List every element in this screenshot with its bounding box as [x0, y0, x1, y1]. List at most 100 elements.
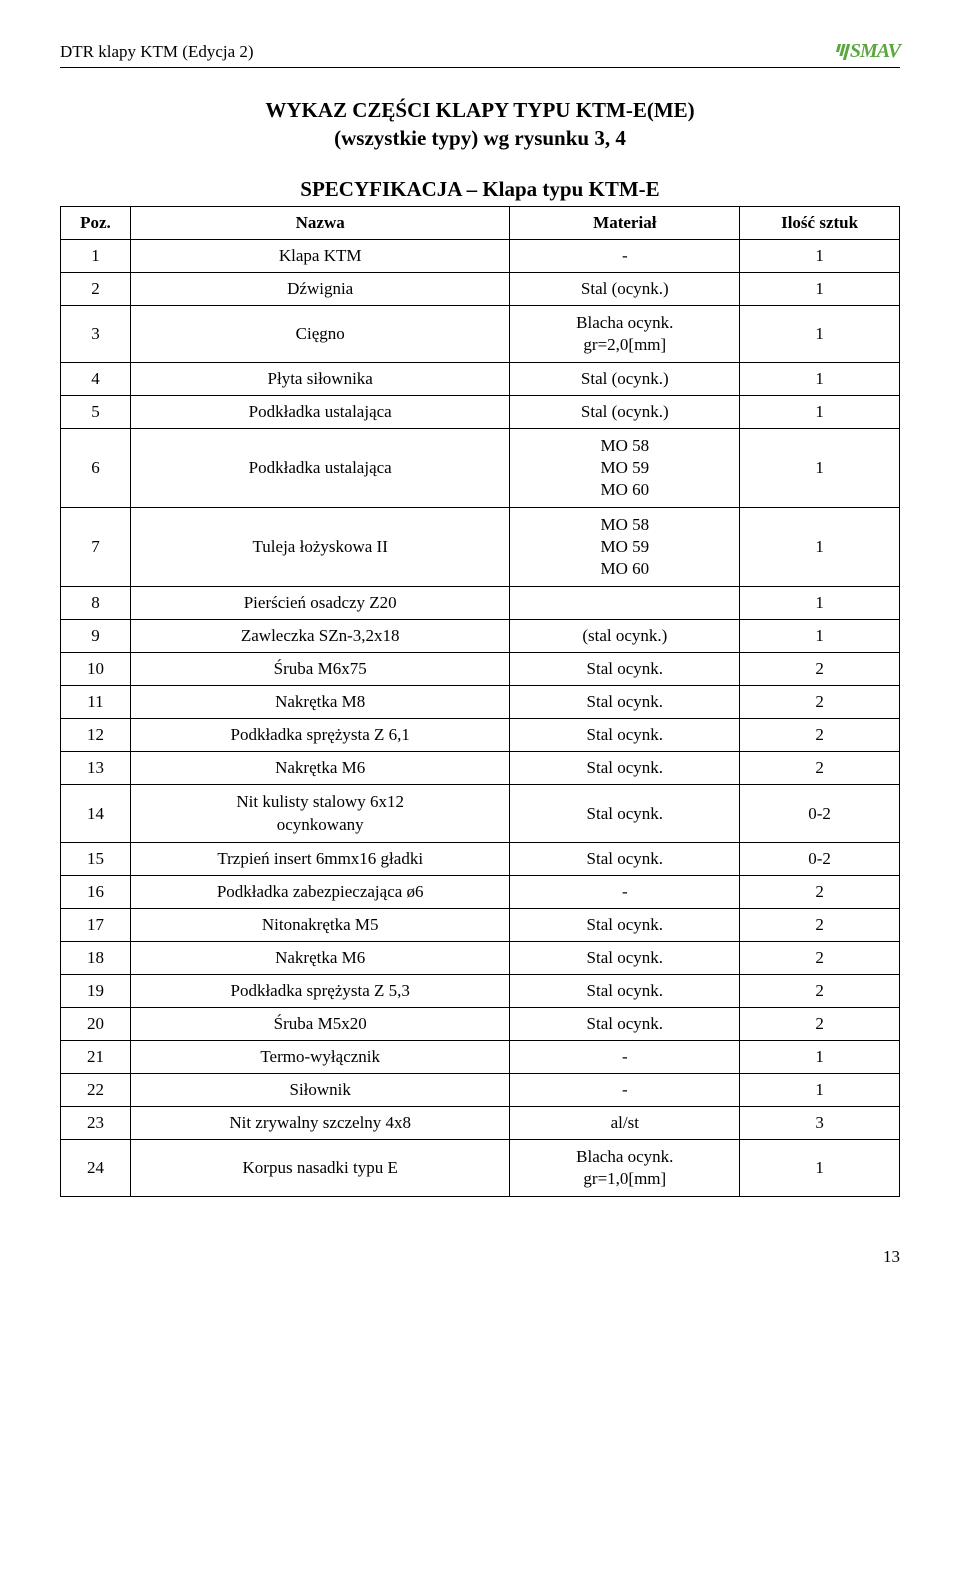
cell-qty: 2 — [740, 719, 900, 752]
cell-qty: 3 — [740, 1106, 900, 1139]
cell-poz: 3 — [61, 305, 131, 362]
cell-material: Stal ocynk. — [510, 908, 740, 941]
cell-nazwa: Korpus nasadki typu E — [130, 1139, 509, 1196]
cell-material: MO 58 MO 59 MO 60 — [510, 508, 740, 587]
cell-qty: 1 — [740, 428, 900, 507]
cell-nazwa: Nakrętka M8 — [130, 686, 509, 719]
cell-nazwa: Tuleja łożyskowa II — [130, 508, 509, 587]
col-nazwa: Nazwa — [130, 206, 509, 239]
cell-material: Stal ocynk. — [510, 719, 740, 752]
cell-qty: 2 — [740, 752, 900, 785]
cell-material: Stal ocynk. — [510, 785, 740, 842]
page-header: DTR klapy KTM (Edycja 2) SMAV — [60, 40, 900, 63]
cell-material: Stal (ocynk.) — [510, 362, 740, 395]
cell-qty: 1 — [740, 1139, 900, 1196]
cell-poz: 4 — [61, 362, 131, 395]
cell-material: - — [510, 875, 740, 908]
cell-poz: 23 — [61, 1106, 131, 1139]
cell-poz: 24 — [61, 1139, 131, 1196]
cell-nazwa: Trzpień insert 6mmx16 gładki — [130, 842, 509, 875]
cell-material: al/st — [510, 1106, 740, 1139]
parts-table: Poz. Nazwa Materiał Ilość sztuk 1Klapa K… — [60, 206, 900, 1197]
cell-poz: 10 — [61, 653, 131, 686]
table-row: 2DźwigniaStal (ocynk.)1 — [61, 272, 900, 305]
cell-qty: 2 — [740, 974, 900, 1007]
cell-nazwa: Śruba M6x75 — [130, 653, 509, 686]
cell-qty: 1 — [740, 508, 900, 587]
cell-poz: 13 — [61, 752, 131, 785]
cell-poz: 16 — [61, 875, 131, 908]
col-ilosc: Ilość sztuk — [740, 206, 900, 239]
cell-nazwa: Zawleczka SZn-3,2x18 — [130, 620, 509, 653]
table-row: 20Śruba M5x20Stal ocynk.2 — [61, 1007, 900, 1040]
cell-qty: 1 — [740, 272, 900, 305]
cell-poz: 19 — [61, 974, 131, 1007]
cell-nazwa: Dźwignia — [130, 272, 509, 305]
cell-nazwa: Nit zrywalny szczelny 4x8 — [130, 1106, 509, 1139]
cell-material: Stal ocynk. — [510, 686, 740, 719]
cell-qty: 1 — [740, 362, 900, 395]
doc-title: DTR klapy KTM (Edycja 2) — [60, 42, 254, 62]
col-poz: Poz. — [61, 206, 131, 239]
cell-material: Stal ocynk. — [510, 752, 740, 785]
cell-nazwa: Podkładka sprężysta Z 5,3 — [130, 974, 509, 1007]
header-divider — [60, 67, 900, 68]
cell-poz: 5 — [61, 395, 131, 428]
cell-qty: 1 — [740, 587, 900, 620]
cell-nazwa: Podkładka zabezpieczająca ø6 — [130, 875, 509, 908]
table-row: 11Nakrętka M8Stal ocynk.2 — [61, 686, 900, 719]
table-row: 1Klapa KTM-1 — [61, 239, 900, 272]
cell-material: Stal ocynk. — [510, 1007, 740, 1040]
table-row: 17Nitonakrętka M5Stal ocynk.2 — [61, 908, 900, 941]
cell-material: - — [510, 1040, 740, 1073]
cell-material: MO 58 MO 59 MO 60 — [510, 428, 740, 507]
table-row: 9Zawleczka SZn-3,2x18(stal ocynk.)1 — [61, 620, 900, 653]
cell-nazwa: Siłownik — [130, 1073, 509, 1106]
table-row: 14Nit kulisty stalowy 6x12 ocynkowanySta… — [61, 785, 900, 842]
table-row: 21Termo-wyłącznik-1 — [61, 1040, 900, 1073]
table-row: 13Nakrętka M6Stal ocynk.2 — [61, 752, 900, 785]
cell-nazwa: Pierścień osadczy Z20 — [130, 587, 509, 620]
cell-nazwa: Klapa KTM — [130, 239, 509, 272]
cell-qty: 2 — [740, 1007, 900, 1040]
cell-qty: 0-2 — [740, 842, 900, 875]
cell-poz: 21 — [61, 1040, 131, 1073]
cell-nazwa: Nakrętka M6 — [130, 752, 509, 785]
table-row: 15Trzpień insert 6mmx16 gładkiStal ocynk… — [61, 842, 900, 875]
table-row: 18Nakrętka M6Stal ocynk.2 — [61, 941, 900, 974]
cell-nazwa: Nakrętka M6 — [130, 941, 509, 974]
title-line-1: WYKAZ CZĘŚCI KLAPY TYPU KTM-E(ME) — [265, 98, 694, 122]
cell-material: Blacha ocynk. gr=1,0[mm] — [510, 1139, 740, 1196]
cell-poz: 7 — [61, 508, 131, 587]
cell-nazwa: Podkładka sprężysta Z 6,1 — [130, 719, 509, 752]
cell-material: Stal ocynk. — [510, 653, 740, 686]
cell-poz: 17 — [61, 908, 131, 941]
cell-qty: 2 — [740, 686, 900, 719]
cell-qty: 1 — [740, 1040, 900, 1073]
cell-qty: 2 — [740, 941, 900, 974]
table-row: 19Podkładka sprężysta Z 5,3Stal ocynk.2 — [61, 974, 900, 1007]
table-row: 7Tuleja łożyskowa IIMO 58 MO 59 MO 601 — [61, 508, 900, 587]
table-row: 23Nit zrywalny szczelny 4x8al/st3 — [61, 1106, 900, 1139]
table-row: 12Podkładka sprężysta Z 6,1Stal ocynk.2 — [61, 719, 900, 752]
cell-nazwa: Termo-wyłącznik — [130, 1040, 509, 1073]
page-number: 13 — [60, 1247, 900, 1267]
cell-poz: 8 — [61, 587, 131, 620]
table-row: 8Pierścień osadczy Z20 1 — [61, 587, 900, 620]
table-row: 3CięgnoBlacha ocynk. gr=2,0[mm]1 — [61, 305, 900, 362]
cell-poz: 12 — [61, 719, 131, 752]
cell-poz: 20 — [61, 1007, 131, 1040]
cell-material: Stal ocynk. — [510, 974, 740, 1007]
cell-poz: 6 — [61, 428, 131, 507]
cell-material — [510, 587, 740, 620]
cell-material: Stal ocynk. — [510, 941, 740, 974]
spec-title: SPECYFIKACJA – Klapa typu KTM-E — [60, 177, 900, 202]
logo-bars-icon — [837, 44, 848, 60]
table-row: 24Korpus nasadki typu EBlacha ocynk. gr=… — [61, 1139, 900, 1196]
table-header-row: Poz. Nazwa Materiał Ilość sztuk — [61, 206, 900, 239]
cell-poz: 2 — [61, 272, 131, 305]
cell-poz: 1 — [61, 239, 131, 272]
cell-nazwa: Nit kulisty stalowy 6x12 ocynkowany — [130, 785, 509, 842]
cell-material: (stal ocynk.) — [510, 620, 740, 653]
table-row: 6Podkładka ustalającaMO 58 MO 59 MO 601 — [61, 428, 900, 507]
